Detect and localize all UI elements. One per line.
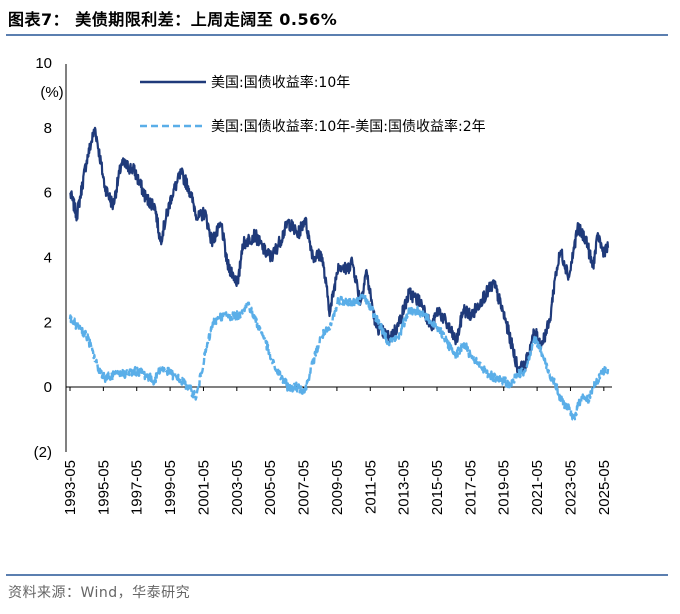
legend-label-10y: 美国:国债收益率:10年	[211, 74, 350, 91]
plot-area	[68, 126, 610, 421]
y-axis-unit-label: (%)	[40, 84, 63, 101]
x-tick-label: 2019-05	[496, 460, 513, 515]
x-tick-label: 2015-05	[429, 460, 446, 515]
legend-label-spread: 美国:国债收益率:10年-美国:国债收益率:2年	[211, 118, 486, 135]
series-line-10y	[69, 126, 610, 376]
chart-title: 图表7： 美债期限利差：上周走阔至 0.56%	[8, 10, 338, 29]
legend: 美国:国债收益率:10年 美国:国债收益率:10年-美国:国债收益率:2年	[140, 74, 486, 135]
x-tick-label: 2009-05	[329, 460, 346, 515]
y-tick-label: 10	[35, 55, 52, 72]
x-tick-label: 1993-05	[62, 460, 79, 515]
series-line-spread	[68, 293, 610, 421]
x-tick-label: 2021-05	[529, 460, 546, 515]
x-tick-label: 2025-05	[596, 460, 613, 515]
y-tick-label: 8	[44, 120, 52, 137]
x-tick-label: 2023-05	[562, 460, 579, 515]
y-ticks: 10 8 6 4 2 0 (2)	[34, 55, 52, 461]
bottom-rule	[6, 574, 668, 576]
top-rule	[6, 34, 668, 36]
x-tick-label: 2013-05	[396, 460, 413, 515]
source-note: 资料来源：Wind，华泰研究	[8, 585, 191, 601]
x-tick-label: 1999-05	[162, 460, 179, 515]
x-tick-label: 2001-05	[195, 460, 212, 515]
x-tick-label: 1997-05	[129, 460, 146, 515]
x-tick-label: 2007-05	[296, 460, 313, 515]
chart: (%) 10 8 6 4 2 0 (2) 1993-05 1995-05 1997-05 1999…	[34, 55, 613, 515]
x-tick-label: 2011-05	[362, 460, 379, 514]
x-tick-label: 2003-05	[229, 460, 246, 515]
x-ticks: 1993-05 1995-05 1997-05 1999-05 2001-05 2003-…	[62, 387, 613, 515]
y-tick-label: (2)	[34, 444, 52, 461]
x-tick-label: 1995-05	[95, 460, 112, 515]
y-tick-label: 2	[44, 314, 52, 331]
y-tick-label: 0	[44, 379, 52, 396]
y-tick-label: 6	[44, 185, 52, 202]
x-tick-label: 2005-05	[262, 460, 279, 515]
y-tick-label: 4	[44, 250, 52, 267]
x-tick-label: 2017-05	[462, 460, 479, 515]
